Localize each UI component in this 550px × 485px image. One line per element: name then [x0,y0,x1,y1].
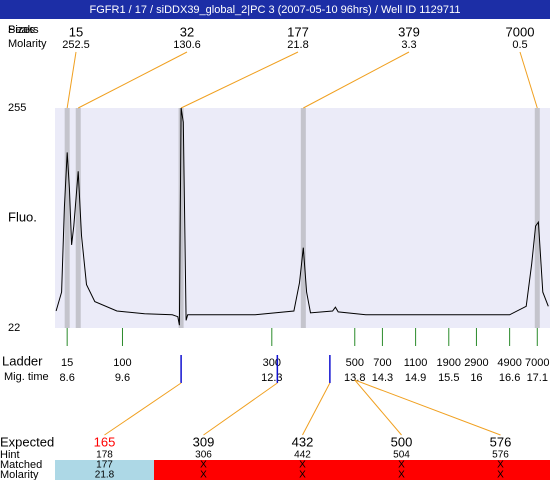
peak-size: 379 [398,24,420,39]
match-cell-bg [154,460,253,480]
match-row-label: Molarity [0,469,39,480]
y-axis-label: Fluo. [8,209,37,224]
peak-band [534,108,540,328]
expected-size: 165 [94,434,116,449]
sizes-label: Sizes [8,24,35,36]
y-tick-label: 22 [8,322,20,334]
matched-size: X [299,460,306,471]
match-cell-bg [253,460,352,480]
ladder-size: 7000 [525,357,549,369]
ladder-time: 12.3 [261,372,282,384]
ladder-size: 100 [113,357,131,369]
expected-size: 432 [292,434,314,449]
ladder-time: 16 [470,372,482,384]
ladder-size: 700 [373,357,391,369]
hint-connector [203,382,278,436]
matched-molarity: 21.8 [95,470,115,480]
ladder-time: 14.3 [372,372,393,384]
hint-size: 306 [195,450,212,461]
ladder-label: Ladder [2,353,43,368]
peak-size: 15 [69,24,83,39]
peak-connector [180,51,299,109]
y-tick-label: 255 [8,102,26,114]
hint-size: 504 [393,450,410,461]
peaks-label: Peaks [8,24,39,36]
peak-band [75,108,81,328]
matched-size: X [398,460,405,471]
match-row-label: Matched [0,459,42,471]
peak-band [64,108,70,328]
ladder-size: 4900 [497,357,521,369]
ladder-time: 8.6 [60,372,75,384]
peak-band [300,108,306,328]
matched-molarity: X [497,470,504,480]
ladder-time: 17.1 [527,372,548,384]
ladder-time: 16.6 [499,372,520,384]
match-cell-bg [55,460,154,480]
ladder-size: 2900 [464,357,488,369]
ladder-time: 15.5 [438,372,459,384]
mig-time-label: Mig. time [4,371,49,383]
peak-molarity: 130.6 [173,39,201,51]
peak-connector [303,51,410,109]
peak-band [178,108,184,328]
expected-size: 500 [391,434,413,449]
peak-molarity: 21.8 [287,39,308,51]
ladder-size: 15 [61,357,73,369]
peak-connector [78,51,188,109]
matched-molarity: X [200,470,207,480]
peak-molarity: 3.3 [401,39,416,51]
hint-connector [302,382,331,436]
hint-connector [104,382,182,436]
expected-size: 576 [490,434,512,449]
peak-size: 177 [287,24,309,39]
matched-size: X [200,460,207,471]
hint-size: 576 [492,450,509,461]
header-title: FGFR1 / 17 / siDDX39_global_2|PC 3 (2007… [90,4,461,16]
hint-connector [354,379,501,436]
matched-size: 177 [96,460,113,471]
ladder-size: 300 [263,357,281,369]
match-cell-bg [451,460,550,480]
ladder-time: 9.6 [115,372,130,384]
peak-connector [519,51,538,109]
molarity-label: Molarity [8,38,47,50]
matched-size: X [497,460,504,471]
ladder-size: 500 [346,357,364,369]
ladder-size: 1100 [404,357,428,369]
ladder-time: 13.8 [344,372,365,384]
matched-molarity: X [299,470,306,480]
match-row-label: Expected [0,434,54,449]
hint-size: 442 [294,450,311,461]
peak-molarity: 252.5 [62,39,90,51]
peak-molarity: 0.5 [512,39,527,51]
match-cell-bg [352,460,451,480]
ladder-size: 1900 [437,357,461,369]
hint-size: 178 [96,450,113,461]
trace-line [55,107,549,326]
ladder-time: 14.9 [405,372,426,384]
header-bar [0,0,550,19]
peak-connector [66,51,77,109]
peak-size: 7000 [506,24,535,39]
hint-connector [354,379,402,436]
matched-molarity: X [398,470,405,480]
match-row-label: Hint [0,449,20,461]
expected-size: 309 [193,434,215,449]
peak-size: 32 [180,24,194,39]
